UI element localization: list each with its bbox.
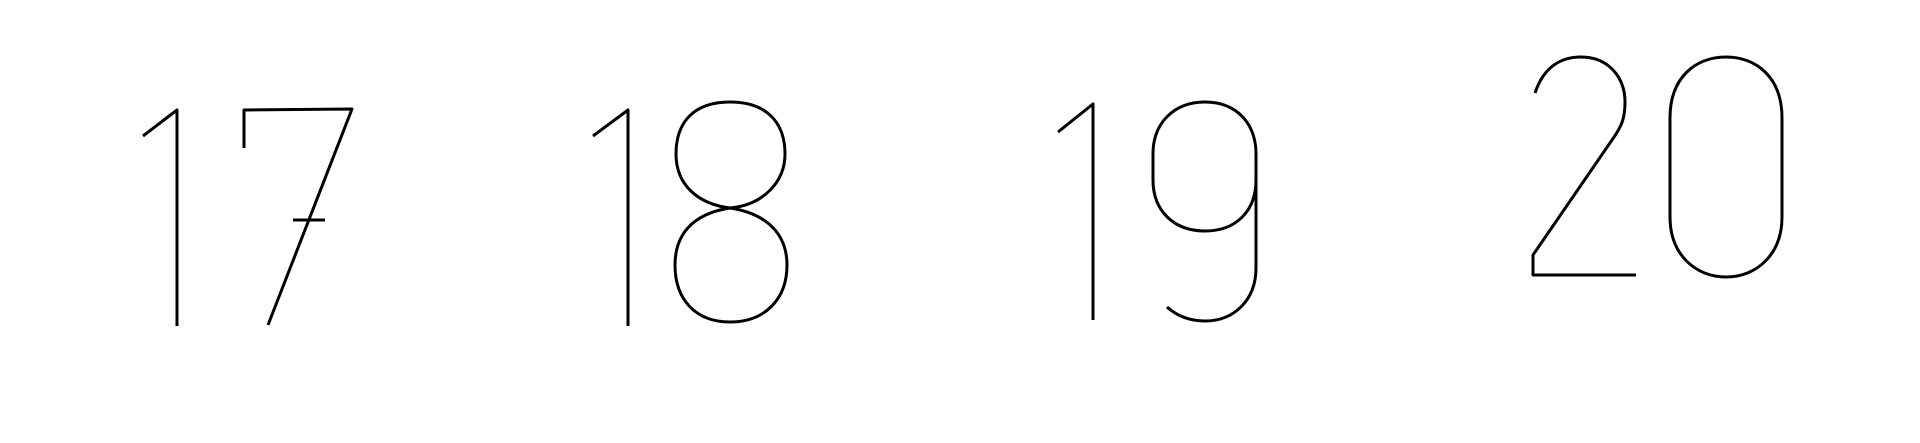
digit-1	[142, 108, 179, 326]
digit-2	[1531, 55, 1636, 277]
number-18	[592, 100, 789, 326]
digit-7	[242, 107, 354, 326]
digit-1	[592, 108, 630, 326]
number-17	[142, 107, 354, 326]
number-20	[1531, 55, 1784, 279]
digit-0	[1668, 55, 1784, 279]
number-19	[1057, 100, 1258, 323]
digit-1	[1057, 102, 1095, 320]
digit-9	[1151, 100, 1258, 323]
digit-8	[673, 100, 789, 324]
